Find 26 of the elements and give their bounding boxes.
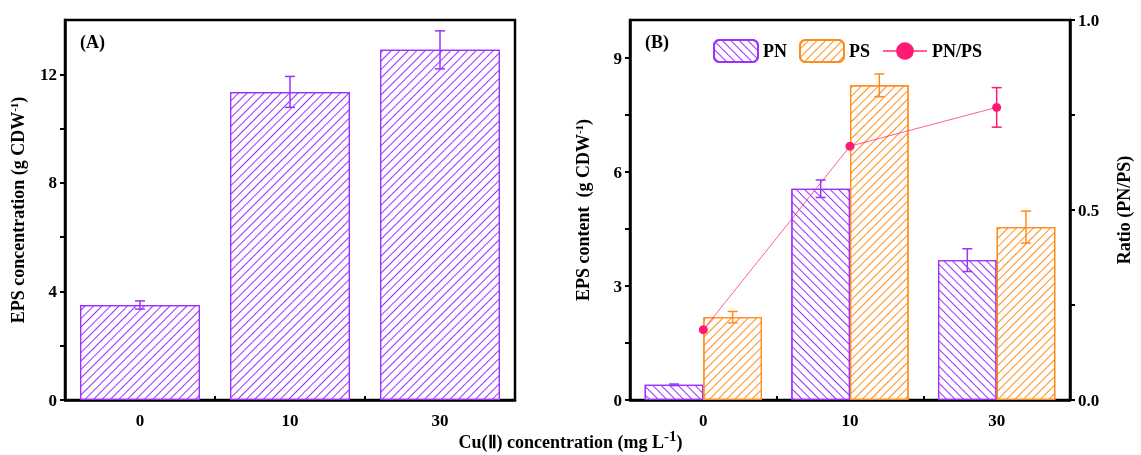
x-tick-label: 10 — [841, 411, 859, 430]
y-tick-label: 12 — [40, 64, 57, 84]
x-tick-label: 0 — [699, 411, 708, 430]
y2-tick-label: 1.0 — [1078, 10, 1100, 30]
y2-tick-label: 0.5 — [1078, 200, 1100, 220]
text: (B) — [645, 32, 669, 53]
y-tick-label: 4 — [48, 281, 58, 301]
y2-tick-label: 0.0 — [1078, 390, 1100, 410]
x-tick-label: 30 — [988, 411, 1006, 430]
y-tick-label: 8 — [48, 173, 57, 193]
x-tick-label: 30 — [431, 411, 449, 430]
legend-label: PN/PS — [932, 41, 983, 61]
x-tick-label: 10 — [281, 411, 299, 430]
point — [698, 325, 708, 335]
x-tick-label: 0 — [135, 411, 145, 430]
point — [845, 141, 855, 151]
y-tick-label: 3 — [613, 276, 622, 296]
x-axis-title: Cu(Ⅱ) concentration (mg L$^{-1}$) — [458, 428, 683, 452]
y-tick-label: 0 — [48, 390, 57, 410]
y-tick-label: 6 — [613, 162, 622, 182]
legend-label: PN — [763, 41, 787, 61]
y2-axis-title: Ratio (PN/PS) — [1114, 155, 1135, 265]
y-tick-label: 0 — [613, 390, 622, 410]
legend-label: PS — [848, 41, 871, 61]
text: (A) — [80, 32, 105, 53]
y-tick-label: 9 — [613, 48, 622, 68]
